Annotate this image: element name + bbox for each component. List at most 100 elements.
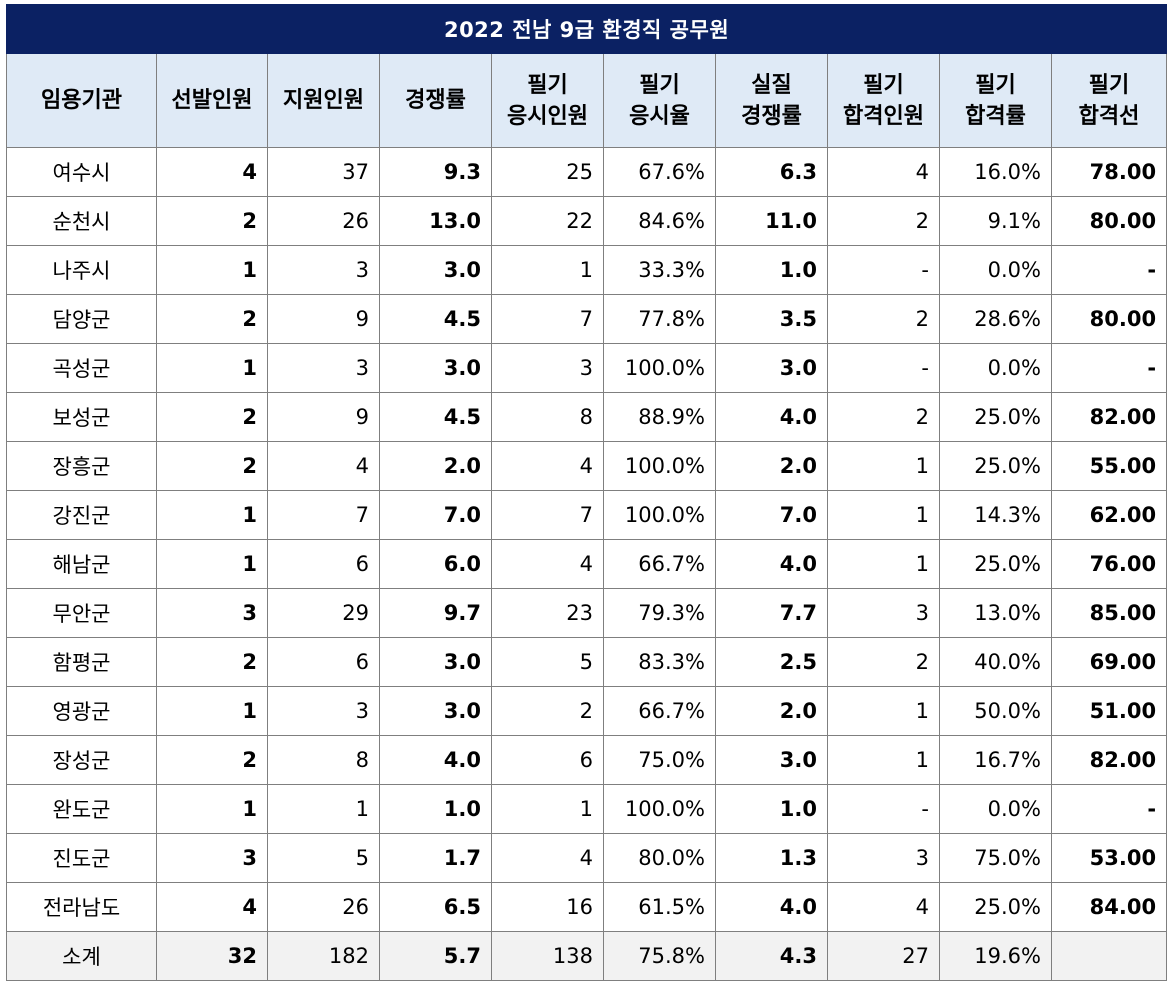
table-row: 담양군 2 9 4.5 7 77.8% 3.5 2 28.6% 80.00: [6, 294, 1168, 344]
written-rate: 80.0%: [603, 833, 716, 883]
written-takers: 138: [491, 931, 604, 981]
competition-rate: 6.5: [379, 882, 492, 932]
applicant-count: 9: [267, 294, 380, 344]
cutoff-score: 69.00: [1050, 637, 1168, 687]
written-rate: 67.6%: [603, 147, 716, 197]
written-passers: 2: [827, 196, 940, 246]
competition-rate: 3.0: [379, 686, 492, 736]
written-passers: 1: [827, 441, 940, 491]
written-rate: 100.0%: [603, 490, 716, 540]
table-row: 강진군 1 7 7.0 7 100.0% 7.0 1 14.3% 62.00: [6, 490, 1168, 540]
competition-rate: 7.0: [379, 490, 492, 540]
cutoff-score: 80.00: [1050, 196, 1168, 246]
written-passers: 2: [827, 294, 940, 344]
cutoff-score: 53.00: [1050, 833, 1168, 883]
selected-count: 1: [156, 343, 268, 393]
written-passers: 2: [827, 392, 940, 442]
written-takers: 3: [491, 343, 604, 393]
selected-count: 1: [156, 784, 268, 834]
written-rate: 83.3%: [603, 637, 716, 687]
selected-count: 2: [156, 441, 268, 491]
written-rate: 75.0%: [603, 735, 716, 785]
header-selected: 선발인원: [156, 53, 268, 148]
table-row: 순천시 2 26 13.0 22 84.6% 11.0 2 9.1% 80.00: [6, 196, 1168, 246]
selected-count: 2: [156, 392, 268, 442]
header-row: 임용기관 선발인원 지원인원 경쟁률 필기 응시인원 필기 응시율 실질 경쟁률 필기 합격인원 필기 합…: [6, 53, 1168, 148]
selected-count: 2: [156, 637, 268, 687]
table-row: 영광군 1 3 3.0 2 66.7% 2.0 1 50.0% 51.00: [6, 686, 1168, 736]
header-cutoff: 필기 합격선: [1050, 53, 1168, 148]
written-takers: 7: [491, 294, 604, 344]
org-name: 장흥군: [6, 441, 157, 491]
applicant-count: 9: [267, 392, 380, 442]
cutoff-score: -: [1050, 343, 1168, 393]
competition-rate: 4.0: [379, 735, 492, 785]
cutoff-score: 76.00: [1050, 539, 1168, 589]
written-passers: 3: [827, 588, 940, 638]
cutoff-score: 82.00: [1050, 735, 1168, 785]
written-rate: 100.0%: [603, 784, 716, 834]
competition-rate: 13.0: [379, 196, 492, 246]
org-name: 소계: [6, 931, 157, 981]
written-takers: 25: [491, 147, 604, 197]
org-name: 무안군: [6, 588, 157, 638]
pass-rate: 16.7%: [939, 735, 1052, 785]
header-label-line: 필기: [639, 72, 680, 98]
applicant-count: 3: [267, 686, 380, 736]
applicant-count: 5: [267, 833, 380, 883]
written-rate: 66.7%: [603, 539, 716, 589]
written-rate: 100.0%: [603, 441, 716, 491]
table-row: 전라남도 4 26 6.5 16 61.5% 4.0 4 25.0% 84.00: [6, 882, 1168, 932]
header-label-line: 선발인원: [171, 88, 253, 113]
written-passers: 2: [827, 637, 940, 687]
written-passers: 3: [827, 833, 940, 883]
real-competition: 7.7: [715, 588, 828, 638]
cutoff-score: 51.00: [1050, 686, 1168, 736]
pass-rate: 13.0%: [939, 588, 1052, 638]
written-takers: 1: [491, 245, 604, 295]
competition-rate: 3.0: [379, 637, 492, 687]
pass-rate: 28.6%: [939, 294, 1052, 344]
cutoff-score: 78.00: [1050, 147, 1168, 197]
written-takers: 16: [491, 882, 604, 932]
competition-rate: 1.7: [379, 833, 492, 883]
header-real-competition: 실질 경쟁률: [715, 53, 828, 148]
pass-rate: 0.0%: [939, 245, 1052, 295]
selected-count: 2: [156, 196, 268, 246]
applicant-count: 4: [267, 441, 380, 491]
real-competition: 4.0: [715, 539, 828, 589]
written-passers: 1: [827, 539, 940, 589]
written-takers: 6: [491, 735, 604, 785]
real-competition: 2.0: [715, 441, 828, 491]
written-takers: 4: [491, 539, 604, 589]
competition-rate: 1.0: [379, 784, 492, 834]
written-rate: 61.5%: [603, 882, 716, 932]
written-passers: 1: [827, 490, 940, 540]
pass-rate: 25.0%: [939, 441, 1052, 491]
header-label-line: 합격인원: [843, 103, 924, 129]
cutoff-score: 62.00: [1050, 490, 1168, 540]
table-row: 완도군 1 1 1.0 1 100.0% 1.0-0.0% -: [6, 784, 1168, 834]
org-name: 해남군: [6, 539, 157, 589]
org-name: 곡성군: [6, 343, 157, 393]
written-passers: 4: [827, 882, 940, 932]
header-label-line: 경쟁률: [741, 103, 802, 129]
applicant-count: 26: [267, 196, 380, 246]
header-label-line: 응시율: [629, 103, 690, 129]
written-passers: -: [827, 784, 940, 834]
competition-rate: 2.0: [379, 441, 492, 491]
real-competition: 3.5: [715, 294, 828, 344]
applicant-count: 182: [267, 931, 380, 981]
competition-rate: 4.5: [379, 294, 492, 344]
selected-count: 4: [156, 147, 268, 197]
header-label-line: 필기: [1088, 72, 1130, 98]
written-takers: 4: [491, 441, 604, 491]
pass-rate: 25.0%: [939, 882, 1052, 932]
pass-rate: 25.0%: [939, 392, 1052, 442]
table-row: 곡성군 1 3 3.0 3 100.0% 3.0-0.0% -: [6, 343, 1168, 393]
header-competition: 경쟁률: [379, 53, 492, 148]
applicant-count: 1: [267, 784, 380, 834]
cutoff-score: [1050, 931, 1168, 981]
pass-rate: 19.6%: [939, 931, 1052, 981]
real-competition: 1.0: [715, 245, 828, 295]
